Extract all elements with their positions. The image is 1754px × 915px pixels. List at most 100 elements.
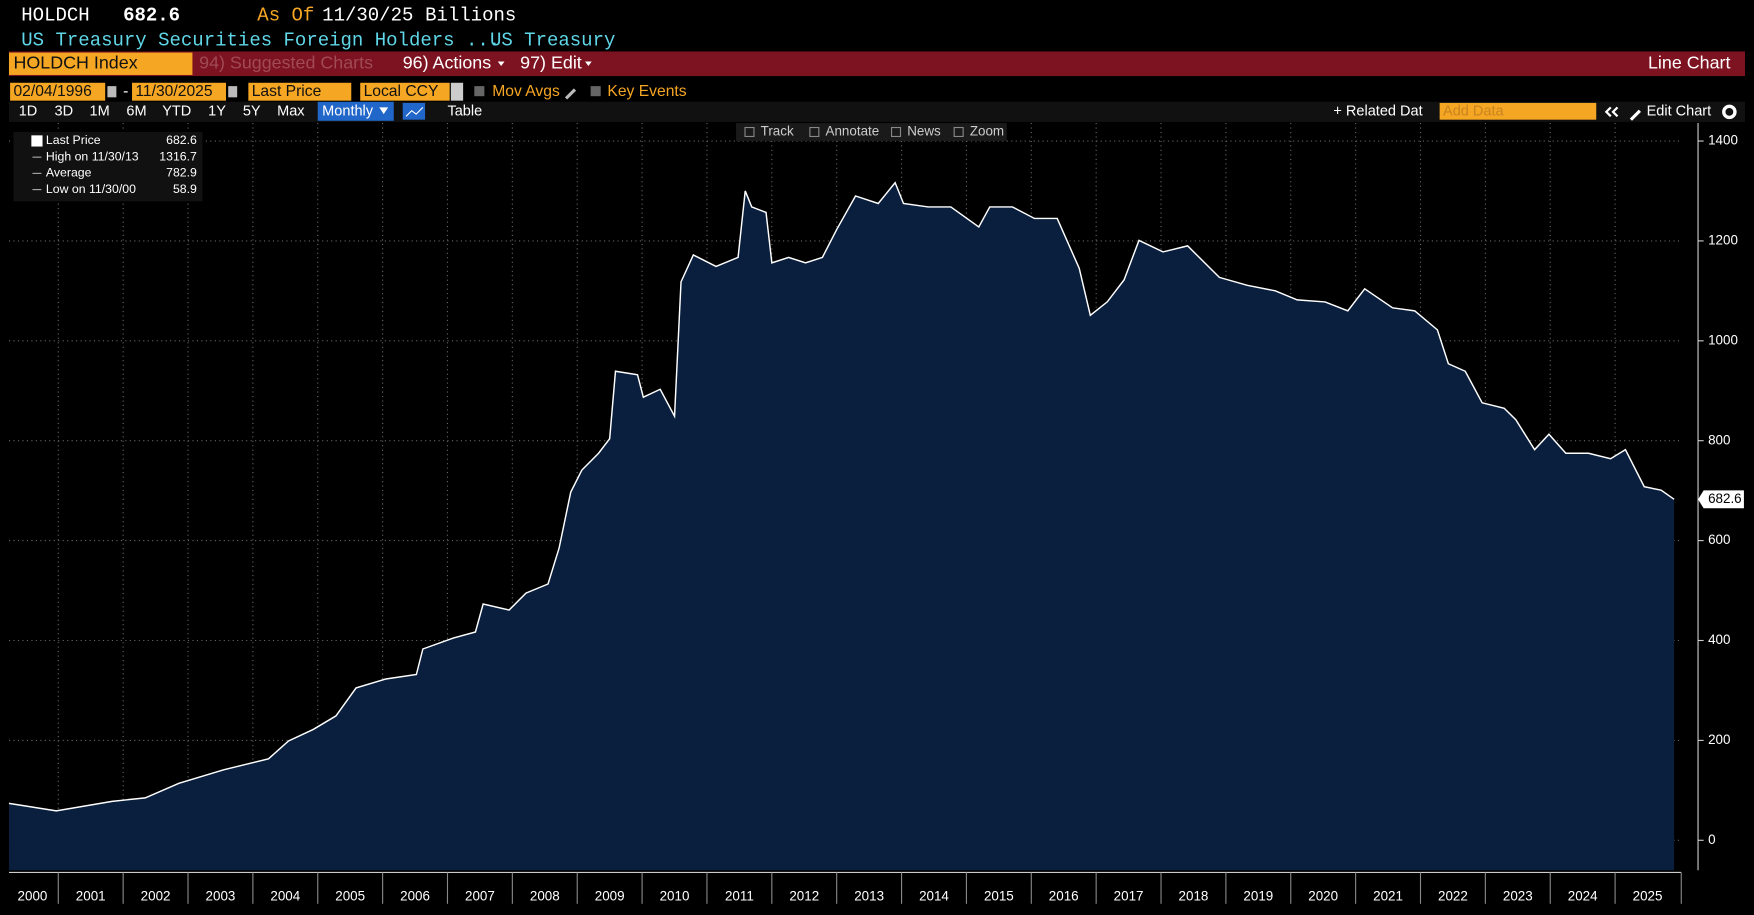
tool-icon[interactable] (953, 126, 964, 138)
key-events[interactable]: Key Events (607, 83, 686, 100)
range-button[interactable]: 3D (55, 104, 74, 120)
dropdown-arrow (585, 61, 592, 66)
chart-icon-line (405, 106, 424, 117)
source: US Treasury (490, 29, 615, 51)
frequency: Monthly (322, 104, 374, 120)
x-tick-label: 2004 (270, 889, 300, 904)
chart-tool[interactable]: Track (761, 124, 794, 139)
x-tick-label: 2014 (919, 889, 949, 904)
x-tick-label: 2000 (18, 889, 48, 904)
settings-icon[interactable] (1722, 104, 1737, 120)
x-tick-label: 2022 (1438, 889, 1468, 904)
chart-tool[interactable]: Zoom (970, 124, 1004, 139)
date-separator: - (123, 83, 128, 100)
x-tick-label: 2016 (1049, 889, 1079, 904)
collapse-icon[interactable] (1604, 106, 1619, 118)
x-tick-label: 2002 (141, 889, 171, 904)
x-tick-label: 2008 (530, 889, 560, 904)
last-value-label: 682.6 (1708, 491, 1742, 506)
range-button[interactable]: 6M (126, 104, 146, 120)
y-tick-label: 1000 (1708, 332, 1738, 347)
range-button[interactable]: 1Y (208, 104, 226, 120)
range-button[interactable]: 1D (19, 104, 38, 120)
security-box[interactable] (8, 52, 193, 75)
table-button[interactable]: Table (447, 104, 482, 120)
area (8, 182, 1675, 871)
edit-chart[interactable]: Edit Chart (1647, 104, 1712, 120)
toolbar (8, 51, 1746, 77)
chart-icon[interactable] (402, 102, 426, 120)
legend-label: Average (46, 166, 92, 180)
legend-label: Last Price (46, 133, 101, 147)
y-tick-label: 1200 (1708, 232, 1738, 247)
legend-value: 1316.7 (159, 149, 197, 163)
last-value-tag (1698, 490, 1744, 509)
line (8, 181, 1675, 812)
calendar-icon[interactable] (107, 86, 117, 98)
x-tick-label: 2015 (984, 889, 1014, 904)
calendar-icon[interactable] (228, 86, 238, 98)
x-tick-label: 2010 (660, 889, 690, 904)
tool-icon[interactable] (890, 126, 902, 138)
frequency-box[interactable] (317, 101, 394, 121)
y-tick-label: 200 (1708, 732, 1730, 747)
ticker: HOLDCH (21, 5, 89, 27)
currency-dropdown[interactable] (450, 82, 464, 101)
x-tick-label: 2012 (789, 889, 819, 904)
legend-label: Low on 11/30/00 (46, 182, 136, 196)
x-tick-label: 2017 (1114, 889, 1144, 904)
x-tick-label: 2006 (400, 889, 430, 904)
suggested-charts[interactable]: 94) Suggested Charts (199, 52, 373, 72)
x-tick-label: 2001 (76, 889, 106, 904)
chart-type[interactable]: Line Chart (1648, 52, 1731, 72)
as-of-date: 11/30/25 (322, 5, 413, 27)
actions-menu[interactable]: 96) Actions (403, 52, 491, 72)
pencil-icon[interactable] (564, 88, 577, 100)
related-data[interactable]: + Related Dat (1333, 104, 1422, 120)
legend-box (13, 131, 203, 202)
range-button[interactable]: Max (277, 104, 305, 120)
x-tick-label: 2023 (1503, 889, 1533, 904)
tool-icon[interactable] (744, 126, 755, 138)
mov-avgs[interactable]: Mov Avgs (492, 83, 560, 100)
chart-tool[interactable]: News (907, 124, 941, 139)
field-box[interactable] (248, 82, 352, 101)
legend-swatch (31, 135, 43, 147)
currency-box[interactable] (360, 82, 450, 101)
legend-value: 782.9 (166, 166, 197, 180)
y-tick-label: 1400 (1708, 133, 1738, 148)
pencil-icon[interactable] (1629, 109, 1641, 121)
y-tick-label: 600 (1708, 532, 1730, 547)
checkbox[interactable] (590, 86, 601, 97)
tool-icon[interactable] (809, 126, 820, 138)
units: Billions (425, 5, 516, 27)
x-tick-label: 2003 (206, 889, 236, 904)
range-button[interactable]: YTD (162, 104, 191, 120)
y-tick-label: 800 (1708, 432, 1730, 447)
add-data-box[interactable] (1439, 102, 1597, 120)
x-tick-label: 2013 (854, 889, 884, 904)
field: Last Price (252, 83, 322, 100)
security: HOLDCH Index (13, 52, 137, 72)
range-button[interactable]: 1M (89, 104, 109, 120)
x-tick-label: 2009 (595, 889, 625, 904)
range-button[interactable]: 5Y (243, 104, 261, 120)
checkbox[interactable] (474, 86, 485, 97)
start-date: 02/04/1996 (13, 83, 92, 100)
edit-menu[interactable]: 97) Edit (520, 52, 582, 72)
y-tick-label: 0 (1708, 832, 1715, 847)
end-date-box[interactable] (132, 82, 226, 101)
add-data: Add Data (1443, 104, 1505, 120)
legend-label: High on 11/30/13 (46, 149, 139, 163)
as-of-label: As Of (257, 5, 314, 27)
legend-value: 58.9 (173, 182, 197, 196)
range-bar (8, 101, 1746, 122)
end-date: 11/30/2025 (135, 83, 212, 100)
chart-tool[interactable]: Annotate (826, 124, 880, 139)
start-date-box[interactable] (10, 82, 106, 101)
x-tick-label: 2024 (1568, 889, 1598, 904)
legend-value: 682.6 (166, 133, 197, 147)
x-tick-label: 2007 (465, 889, 495, 904)
chart-tools-bar (736, 123, 1007, 141)
